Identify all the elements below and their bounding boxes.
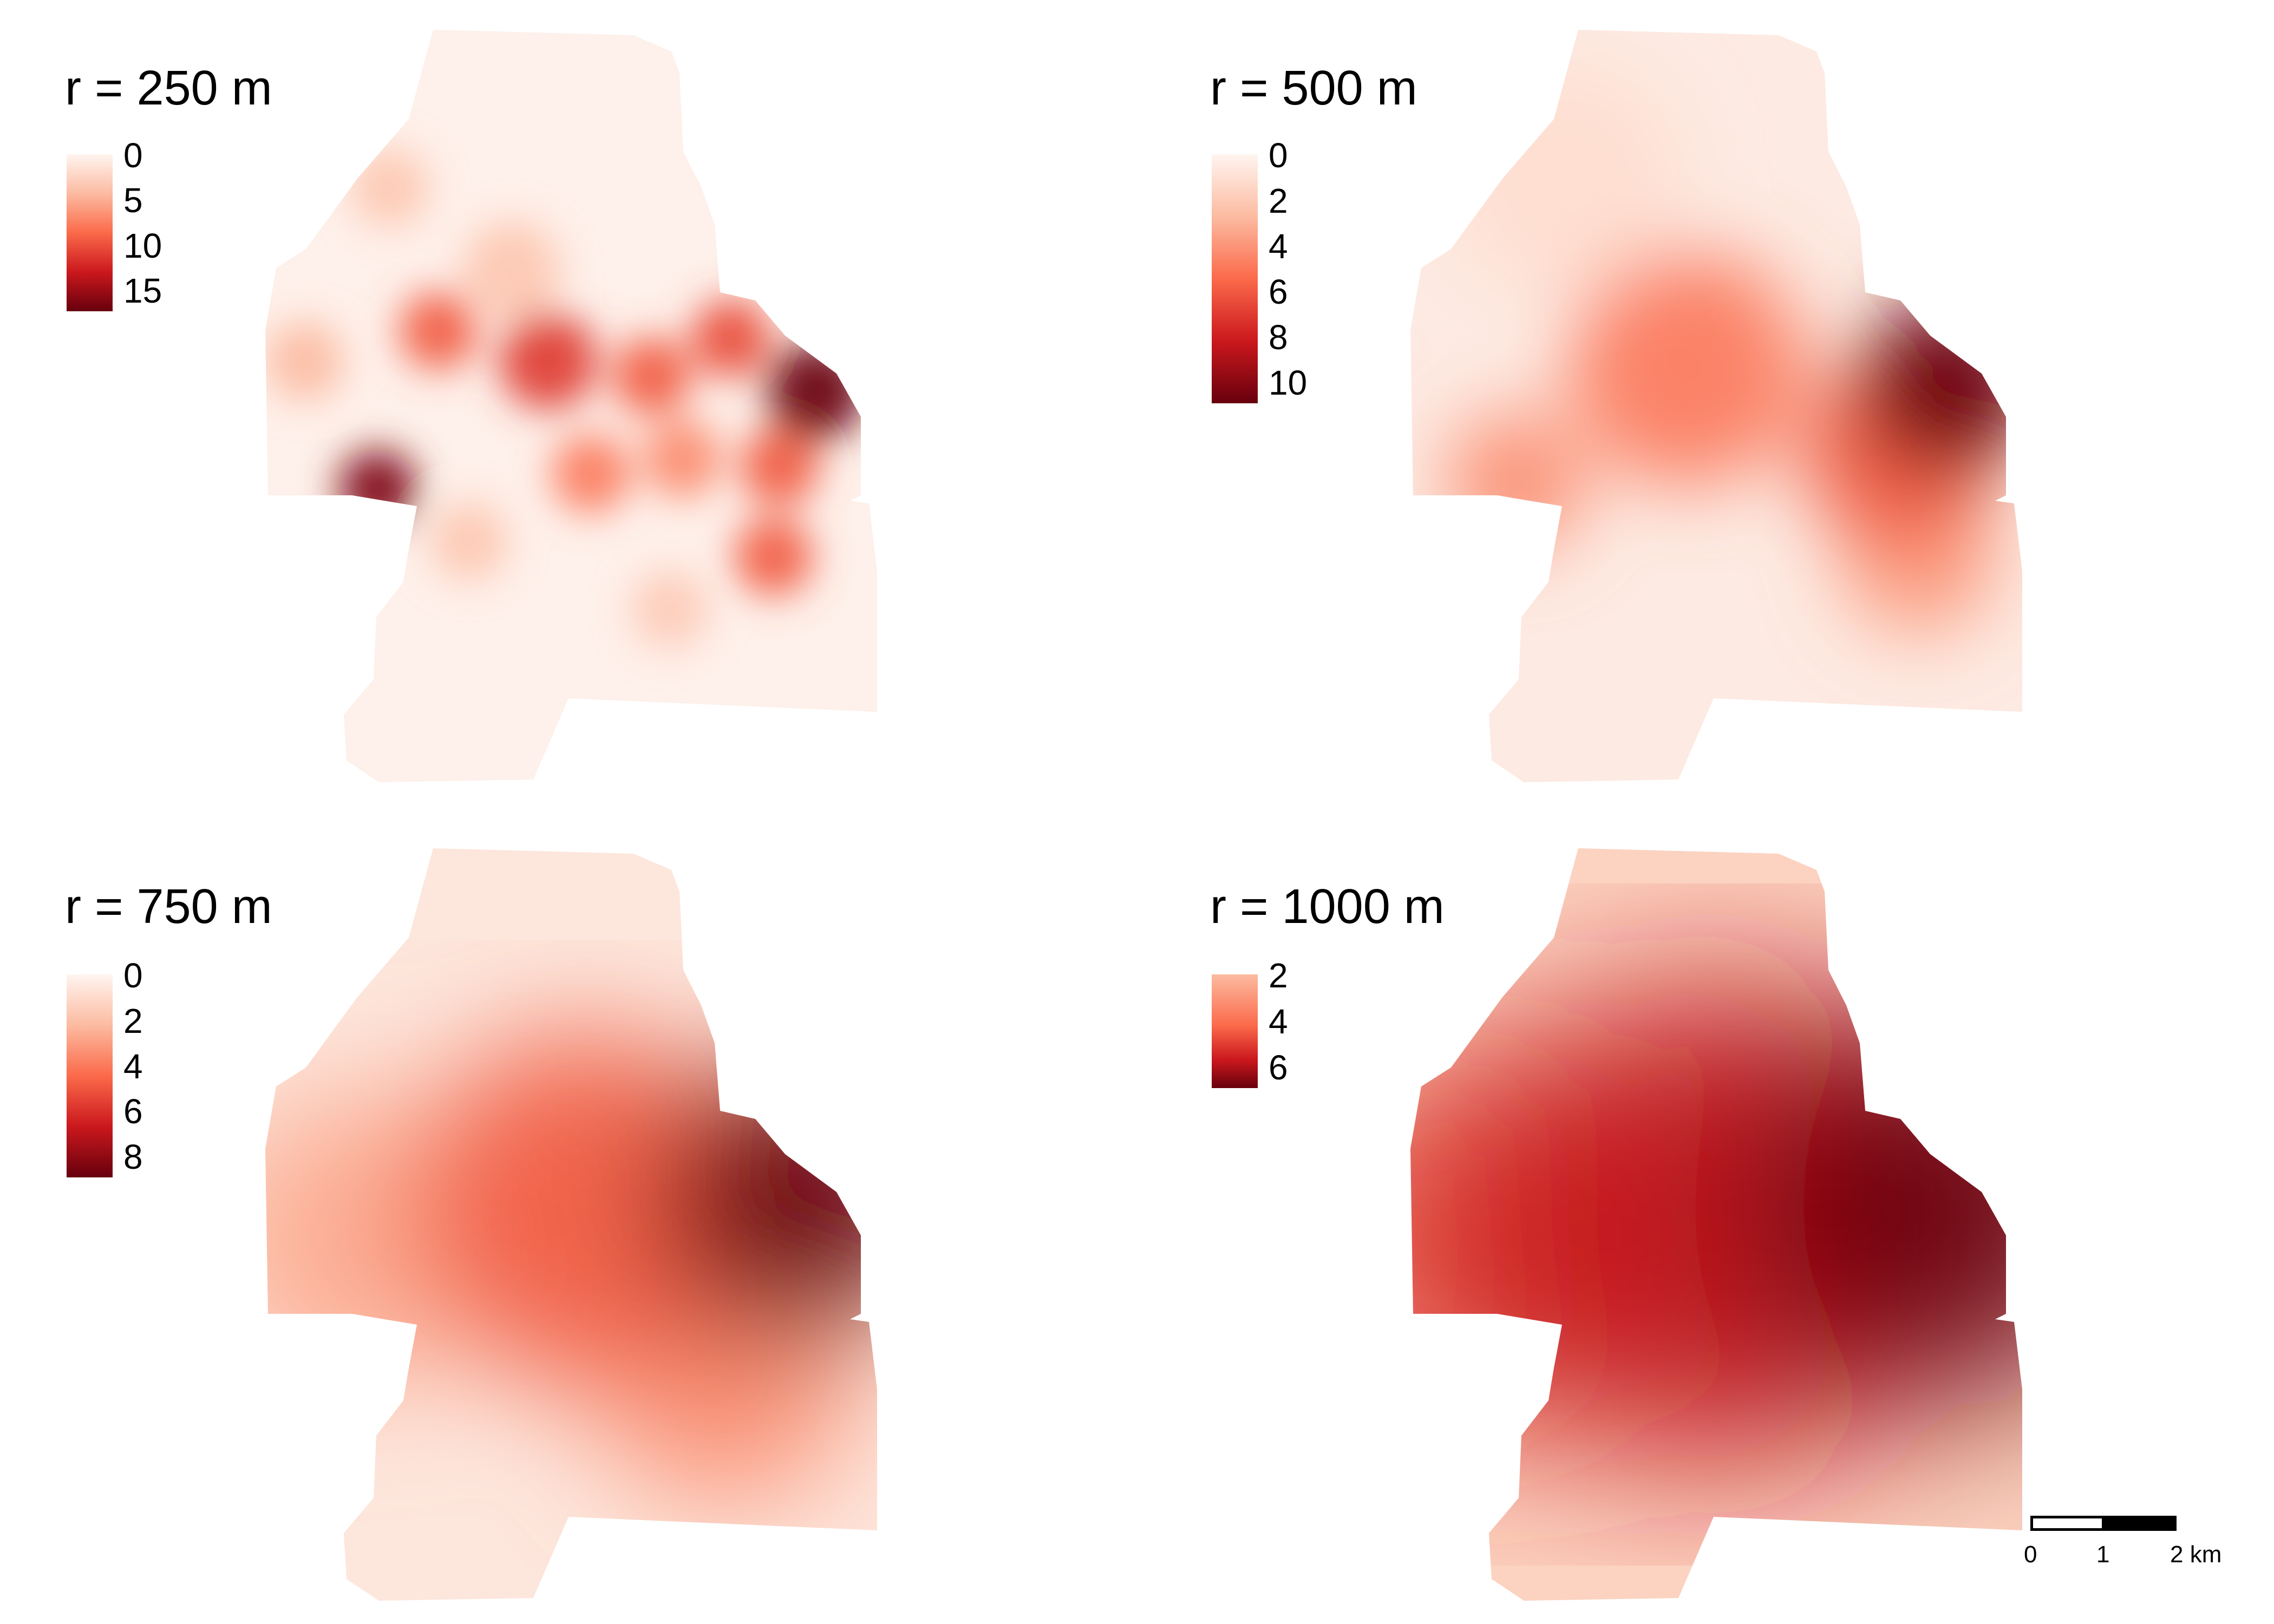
panel-title-r1000: r = 1000 m	[1210, 880, 1445, 934]
legend-label: 10	[123, 226, 162, 265]
legend-label: 2	[123, 1001, 143, 1040]
hotspot-6	[741, 427, 819, 506]
legend-color-ramp	[1212, 154, 1258, 403]
scale-bar-label-2km: 2 km	[2170, 1541, 2222, 1568]
hotspot-11	[351, 148, 429, 227]
scale-bar-white-segment	[2030, 1516, 2105, 1531]
legend-label: 4	[1269, 227, 1288, 266]
panel-title-r750: r = 750 m	[65, 880, 272, 934]
hotspot-2	[499, 312, 597, 410]
scale-bar-black-segment	[2102, 1516, 2177, 1531]
legend-color-ramp	[67, 974, 113, 1177]
hotspot-4	[612, 337, 691, 415]
legend-label: 0	[123, 136, 143, 175]
legend-label: 6	[1269, 272, 1288, 311]
hotspot-14	[463, 221, 560, 319]
legend-label: 0	[1269, 136, 1288, 175]
density-map-r250	[265, 30, 877, 782]
hotspot-0	[1861, 296, 2022, 472]
density-map-r750	[265, 848, 877, 1601]
hotspot-0	[767, 342, 865, 440]
legend-label: 2	[1269, 181, 1288, 220]
legend-label: 8	[123, 1137, 143, 1176]
legend-label: 8	[1269, 318, 1288, 357]
scale-bar-label-1: 1	[2096, 1541, 2110, 1568]
panel-title-r500: r = 500 m	[1210, 61, 1417, 115]
hotspot-12	[430, 502, 508, 581]
hotspot-8	[552, 435, 630, 513]
legend-label: 4	[123, 1046, 143, 1086]
legend-label: 0	[123, 956, 143, 995]
legend-color-ramp	[67, 154, 113, 311]
legend-label: 6	[1269, 1048, 1288, 1087]
scale-bar-label-0: 0	[2024, 1541, 2037, 1568]
scale-bar: 0 1 2 km	[2024, 1516, 2231, 1581]
hotspot-0	[1742, 1014, 2022, 1405]
hotspot-9	[643, 420, 721, 498]
hotspot-1	[338, 449, 417, 528]
hotspot-2	[1570, 251, 1805, 486]
density-map-r1000	[1410, 848, 2022, 1601]
legend-label: 2	[1269, 956, 1288, 995]
legend-color-ramp	[1212, 974, 1258, 1088]
hotspot-3	[1448, 413, 1585, 549]
legend-label: 5	[123, 181, 143, 220]
panel-title-r250: r = 250 m	[65, 61, 272, 115]
hotspot-5	[692, 299, 770, 377]
legend-label: 10	[1269, 363, 1308, 402]
legend-label: 4	[1269, 1002, 1288, 1041]
hotspot-0	[661, 1065, 877, 1339]
legend-label: 15	[123, 271, 162, 310]
hotspot-1	[409, 1034, 760, 1385]
hotspot-3	[400, 292, 478, 370]
hotspot-10	[265, 322, 344, 400]
hotspot-13	[631, 570, 709, 649]
density-map-r500	[1410, 30, 2022, 782]
hotspot-7	[734, 518, 813, 595]
legend-label: 6	[123, 1092, 143, 1131]
